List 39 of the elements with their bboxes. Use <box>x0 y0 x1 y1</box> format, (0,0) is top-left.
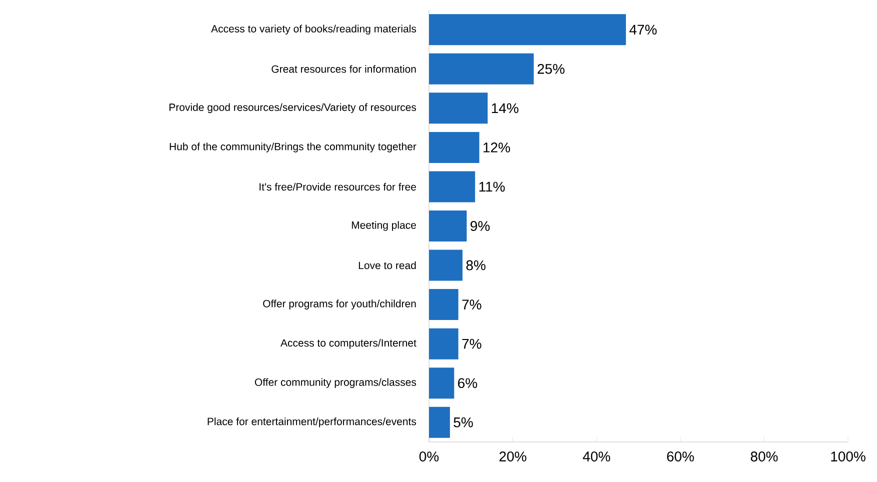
bar <box>429 171 476 202</box>
data-label: 7% <box>462 338 482 349</box>
data-label: 12% <box>484 142 510 152</box>
x-tick-label: 0% <box>419 452 439 462</box>
bar <box>429 250 463 281</box>
bar <box>429 328 458 360</box>
bar <box>429 368 454 399</box>
data-label: 47% <box>629 24 657 35</box>
y-tick-label: Place for entertainment/performances/events <box>208 417 416 428</box>
x-tick-label: 20% <box>500 452 526 462</box>
y-tick-label: It's free/Provide resources for free <box>260 182 416 191</box>
data-label: 14% <box>492 103 518 114</box>
x-tick-label: 100% <box>831 452 866 462</box>
data-label: 11% <box>479 182 505 192</box>
x-tick-label: 40% <box>582 452 610 462</box>
y-tick-label: Offer community programs/classes <box>254 378 416 388</box>
bar <box>429 406 450 438</box>
data-label: 25% <box>538 64 564 74</box>
bar <box>429 210 467 242</box>
data-label: 6% <box>458 378 478 388</box>
y-tick-label: Provide good resources/services/Variety of resources <box>170 103 416 114</box>
y-tick-label: Meeting place <box>352 221 416 231</box>
y-tick-label: Access to variety of books/reading materials <box>211 24 416 35</box>
x-tick-label: 60% <box>667 452 694 462</box>
y-tick-label: Love to read <box>358 261 416 270</box>
y-tick-label: Offer programs for youth/children <box>263 300 416 310</box>
bar <box>429 289 458 320</box>
data-label: 8% <box>466 260 486 270</box>
y-tick-label: Access to computers/Internet <box>280 338 416 349</box>
bar <box>429 92 488 124</box>
data-label: 7% <box>462 300 482 310</box>
data-label: 9% <box>470 221 490 231</box>
bar <box>429 132 480 163</box>
x-tick-label: 80% <box>750 452 778 462</box>
y-tick-label: Great resources for information <box>272 65 416 73</box>
bar <box>429 14 626 46</box>
y-tick-label: Hub of the community/Brings the community together <box>170 142 416 152</box>
data-label: 5% <box>454 417 473 428</box>
bar <box>429 53 534 84</box>
